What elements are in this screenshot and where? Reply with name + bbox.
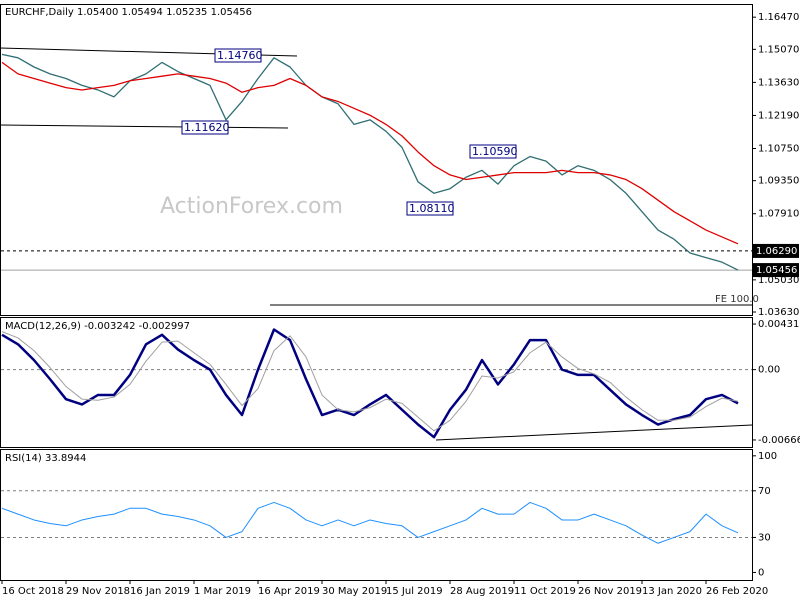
- series-line: [1, 53, 739, 271]
- watermark: ActionForex.com: [160, 194, 343, 219]
- x-tick-label: 16 Apr 2019: [258, 586, 320, 597]
- series-line: [1, 61, 739, 245]
- y-tick-label: 1.10750: [758, 144, 799, 155]
- y-tick-label: -0.006663: [758, 435, 800, 446]
- annotation: 1.10590: [472, 145, 518, 158]
- y-tick-label: 30: [758, 532, 771, 543]
- x-tick-label: 11 Oct 2019: [514, 586, 576, 597]
- x-tick-label: 30 May 2019: [322, 586, 387, 597]
- price-title: EURCHF,Daily 1.05400 1.05494 1.05235 1.0…: [5, 7, 252, 18]
- level-label: 1.05456: [756, 265, 797, 276]
- series-line: [1, 331, 739, 432]
- plots: 1.16470 1.15070 1.13630 1.12190 1.10750 1.093…: [1, 12, 800, 597]
- x-tick-label: 26 Nov 2019: [578, 586, 642, 597]
- annotation: 1.11620: [184, 121, 230, 134]
- y-tick-label: 0.00: [758, 365, 780, 376]
- x-tick-label: 26 Feb 2020: [706, 586, 768, 597]
- annotation-box: [181, 120, 229, 135]
- y-tick-label: 1.03630: [758, 307, 799, 318]
- x-tick-label: 15 Jul 2019: [386, 586, 443, 597]
- level-box: [753, 243, 799, 258]
- x-tick-label: 16 Oct 2018: [2, 586, 64, 597]
- y-tick-label: 100: [758, 451, 777, 462]
- y-tick-label: 1.07910: [758, 209, 799, 220]
- y-tick-label: 1.13630: [758, 77, 799, 88]
- rsi-title: RSI(14) 33.8944: [5, 453, 86, 464]
- y-tick-label: 1.16470: [758, 12, 799, 23]
- x-tick-label: 29 Nov 2018: [66, 586, 130, 597]
- x-tick-label: 28 Aug 2019: [450, 586, 514, 597]
- y-tick-label: 1.09350: [758, 176, 799, 187]
- x-tick-label: 16 Jan 2019: [130, 586, 190, 597]
- macd-title: MACD(12,26,9) -0.003242 -0.002997: [5, 321, 190, 332]
- annotation: 1.14760: [217, 49, 263, 62]
- series-line: [1, 501, 739, 544]
- level-box: [753, 263, 799, 278]
- y-tick-label: 70: [758, 486, 771, 497]
- y-tick-label: 0.004319: [758, 319, 800, 330]
- rsi-frame: [0, 449, 753, 581]
- x-tick-label: 13 Jan 2020: [642, 586, 702, 597]
- annotation-box: [469, 144, 517, 159]
- channel-lower: [0, 124, 289, 129]
- macd-frame: [0, 317, 753, 448]
- level-label: 1.06290: [756, 246, 797, 257]
- fe-label: FE 100.0: [715, 294, 759, 305]
- y-tick-label: 0: [758, 567, 764, 578]
- y-tick-label: 1.12190: [758, 110, 799, 121]
- y-tick-label: 1.05030: [758, 275, 799, 286]
- annotation-box: [214, 48, 262, 63]
- price-frame: [0, 4, 753, 316]
- y-tick-label: 1.15070: [758, 44, 799, 55]
- annotation-box: [406, 201, 454, 216]
- x-tick-label: 1 Mar 2019: [194, 586, 251, 597]
- annotation: 1.08110: [409, 202, 455, 215]
- macd-trend: [435, 424, 753, 441]
- series-line: [1, 328, 739, 439]
